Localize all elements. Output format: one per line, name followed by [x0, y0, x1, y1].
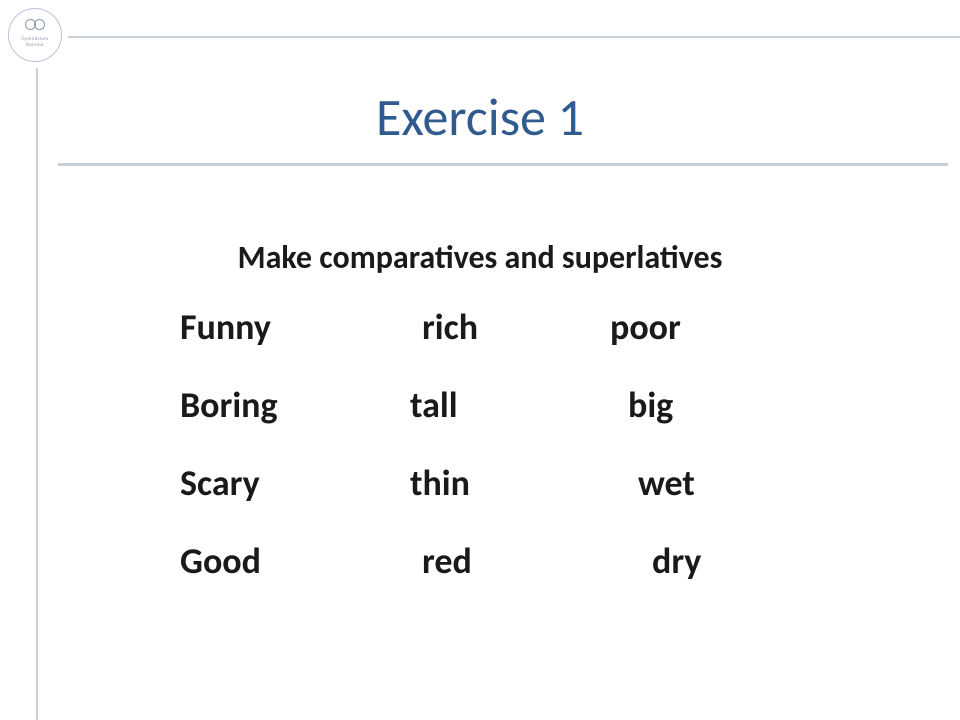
word-cell: rich [410, 305, 610, 349]
word-cell: big [610, 383, 800, 427]
title-underline [58, 163, 948, 166]
word-row: Boring tall big [180, 383, 800, 427]
word-cell: tall [410, 383, 610, 427]
word-cell: wet [610, 461, 800, 505]
word-cell: Funny [180, 305, 410, 349]
word-row: Good red dry [180, 539, 800, 583]
logo-circle: Gymnázium Karvina [8, 8, 62, 62]
left-rule [36, 68, 38, 720]
word-cell: Good [180, 539, 410, 583]
top-rule [68, 36, 960, 38]
word-cell: red [410, 539, 610, 583]
logo-line2: Karvina [26, 42, 43, 48]
word-cell: poor [610, 305, 800, 349]
word-cell: Boring [180, 383, 410, 427]
logo: Gymnázium Karvina [8, 8, 68, 68]
word-cell: thin [410, 461, 610, 505]
word-grid: Funny rich poor Boring tall big Scary th… [180, 305, 800, 617]
page-title: Exercise 1 [0, 85, 960, 149]
word-cell: dry [610, 539, 800, 583]
logo-text: Gymnázium Karvina [22, 37, 49, 48]
word-row: Funny rich poor [180, 305, 800, 349]
word-row: Scary thin wet [180, 461, 800, 505]
word-cell: Scary [180, 461, 410, 505]
instruction-text: Make comparatives and superlatives [0, 238, 960, 277]
owl-icon [24, 16, 46, 34]
